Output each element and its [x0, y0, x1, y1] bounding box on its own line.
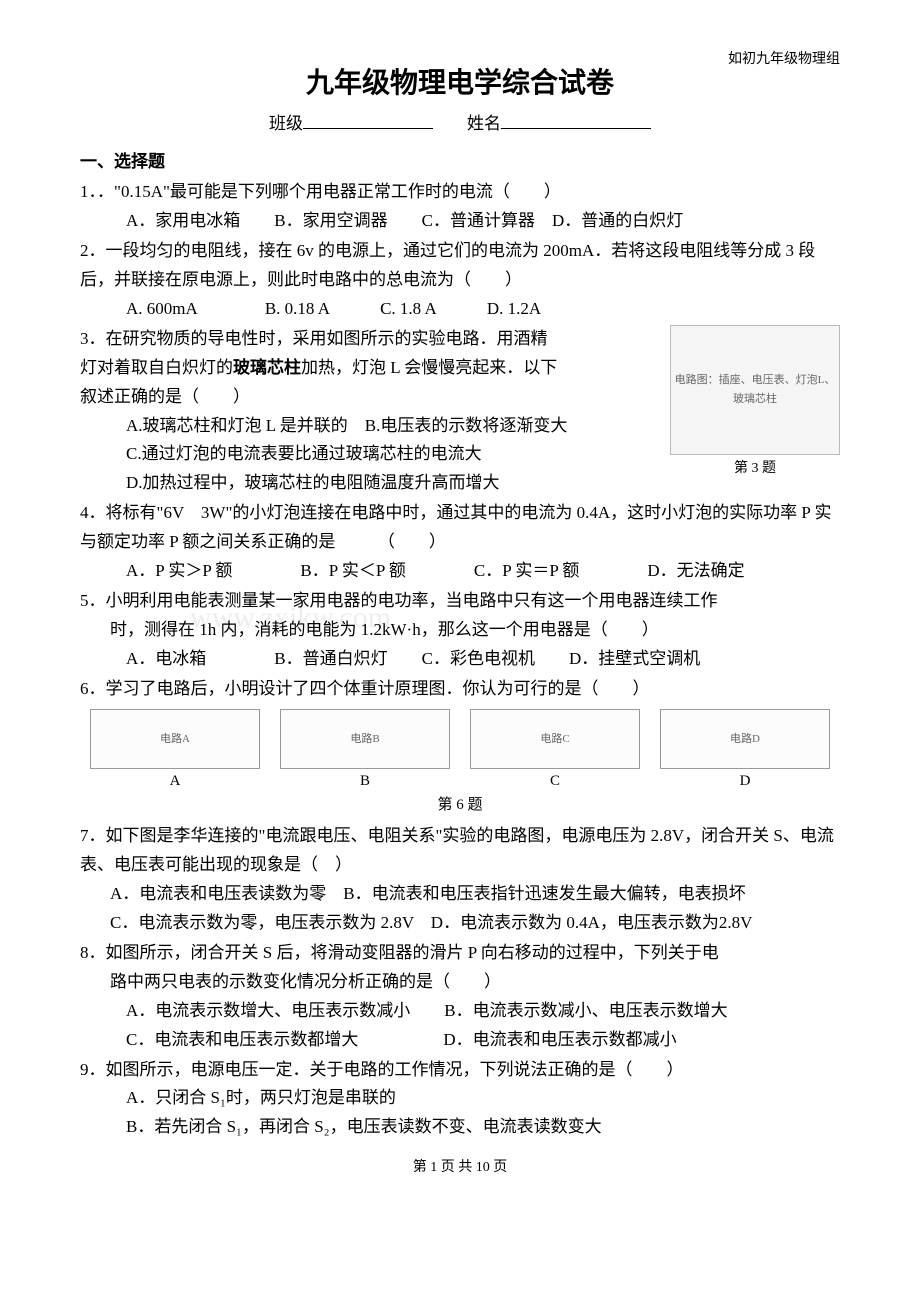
q8-optAB: A．电流表示数增大、电压表示数减小 B．电流表示数减小、电压表示数增大 [80, 997, 840, 1026]
q6-fig-b: 电路B [280, 709, 450, 769]
q5-line2: 时，测得在 1h 内，消耗的电能为 1.2kW·h，那么这一个用电器是（ ） [80, 616, 840, 645]
q6-labels: A B C D [80, 769, 840, 795]
exam-title: 九年级物理电学综合试卷 [80, 60, 840, 108]
q3-figure: 电路图：插座、电压表、灯泡L、玻璃芯柱 第 3 题 [670, 325, 840, 481]
name-blank [501, 112, 651, 129]
q6-label-a: A [90, 769, 260, 795]
q6-label-c: C [470, 769, 640, 795]
q3-line2-post: 加热，灯泡 L 会慢慢亮起来．以下 [301, 358, 557, 377]
section-1-heading: 一、选择题 [80, 148, 840, 177]
q3-figure-caption: 第 3 题 [670, 457, 840, 481]
q9-stem: 9．如图所示，电源电压一定．关于电路的工作情况，下列说法正确的是（ ） [80, 1056, 840, 1085]
q6-fig-d: 电路D [660, 709, 830, 769]
q2-stem: 2．一段均匀的电阻线，接在 6v 的电源上，通过它们的电流为 200mA．若将这… [80, 237, 840, 295]
info-row: 班级 姓名 [80, 110, 840, 139]
q6-fig-c-box: 电路C [470, 709, 640, 769]
q7-stem: 7．如下图是李华连接的"电流跟电压、电阻关系"实验的电路图，电源电压为 2.8V… [80, 822, 840, 880]
q3-line2-bold: 玻璃芯柱 [233, 358, 301, 377]
q6-figures: 电路A 电路B 电路C 电路D [80, 709, 840, 769]
question-3: 电路图：插座、电压表、灯泡L、玻璃芯柱 第 3 题 3．在研究物质的导电性时，采… [80, 325, 840, 498]
q6-fig-a: 电路A [90, 709, 260, 769]
q7-optAB: A．电流表和电压表读数为零 B．电流表和电压表指针迅速发生最大偏转，电表损坏 [80, 880, 840, 909]
q6-label-d: D [660, 769, 830, 795]
q6-label-b: B [280, 769, 450, 795]
question-2: 2．一段均匀的电阻线，接在 6v 的电源上，通过它们的电流为 200mA．若将这… [80, 237, 840, 324]
class-blank [303, 112, 433, 129]
question-6: 6．学习了电路后，小明设计了四个体重计原理图．你认为可行的是（ ） 电路A 电路… [80, 675, 840, 819]
q7-optCD: C．电流表示数为零，电压表示数为 2.8V D．电流表示数为 0.4A，电压表示… [80, 909, 840, 938]
q6-fig-d-box: 电路D [660, 709, 830, 769]
q6-fig-a-box: 电路A [90, 709, 260, 769]
question-7: 7．如下图是李华连接的"电流跟电压、电阻关系"实验的电路图，电源电压为 2.8V… [80, 822, 840, 938]
q9-optB: B．若先闭合 S₁，再闭合 S₂，电压表读数不变、电流表读数变大 [80, 1113, 840, 1142]
question-1: 1．．"0.15A"最可能是下列哪个用电器正常工作时的电流（ ） A．家用电冰箱… [80, 178, 840, 236]
question-9: 9．如图所示，电源电压一定．关于电路的工作情况，下列说法正确的是（ ） A．只闭… [80, 1056, 840, 1143]
q2-options: A. 600mA B. 0.18 A C. 1.8 A D. 1.2A [80, 295, 840, 324]
q6-fig-c: 电路C [470, 709, 640, 769]
page-footer: 第 1 页 共 10 页 [80, 1156, 840, 1180]
question-4: 4．将标有"6V 3W"的小灯泡连接在电路中时，通过其中的电流为 0.4A，这时… [80, 499, 840, 586]
q8-optCD: C．电流表和电压表示数都增大 D．电流表和电压表示数都减小 [80, 1026, 840, 1055]
q6-caption: 第 6 题 [80, 793, 840, 819]
q5-line1: 5．小明利用电能表测量某一家用电器的电功率，当电路中只有这一个用电器连续工作 [80, 587, 840, 616]
header-group: 如初九年级物理组 [728, 48, 840, 72]
q1-stem: 1．．"0.15A"最可能是下列哪个用电器正常工作时的电流（ ） [80, 178, 840, 207]
question-5: 5．小明利用电能表测量某一家用电器的电功率，当电路中只有这一个用电器连续工作 时… [80, 587, 840, 674]
q5-options: A．电冰箱 B．普通白炽灯 C．彩色电视机 D．挂壁式空调机 [80, 645, 840, 674]
name-label: 姓名 [467, 114, 501, 133]
q3-figure-placeholder: 电路图：插座、电压表、灯泡L、玻璃芯柱 [670, 325, 840, 455]
q3-line2-pre: 灯对着取自白炽灯的 [80, 358, 233, 377]
q8-line1: 8．如图所示，闭合开关 S 后，将滑动变阻器的滑片 P 向右移动的过程中，下列关… [80, 939, 840, 968]
question-8: 8．如图所示，闭合开关 S 后，将滑动变阻器的滑片 P 向右移动的过程中，下列关… [80, 939, 840, 1055]
q6-stem: 6．学习了电路后，小明设计了四个体重计原理图．你认为可行的是（ ） [80, 675, 840, 704]
q4-stem: 4．将标有"6V 3W"的小灯泡连接在电路中时，通过其中的电流为 0.4A，这时… [80, 499, 840, 557]
q8-line2: 路中两只电表的示数变化情况分析正确的是（ ） [80, 968, 840, 997]
q4-options: A．P 实＞P 额 B．P 实＜P 额 C．P 实＝P 额 D．无法确定 [80, 557, 840, 586]
q9-optA: A．只闭合 S₁时，两只灯泡是串联的 [80, 1084, 840, 1113]
q1-options: A．家用电冰箱 B．家用空调器 C．普通计算器 D．普通的白炽灯 [80, 207, 840, 236]
class-label: 班级 [269, 114, 303, 133]
q6-fig-b-box: 电路B [280, 709, 450, 769]
